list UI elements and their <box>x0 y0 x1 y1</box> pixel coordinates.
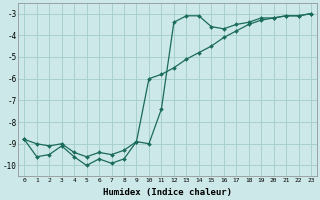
X-axis label: Humidex (Indice chaleur): Humidex (Indice chaleur) <box>103 188 232 197</box>
